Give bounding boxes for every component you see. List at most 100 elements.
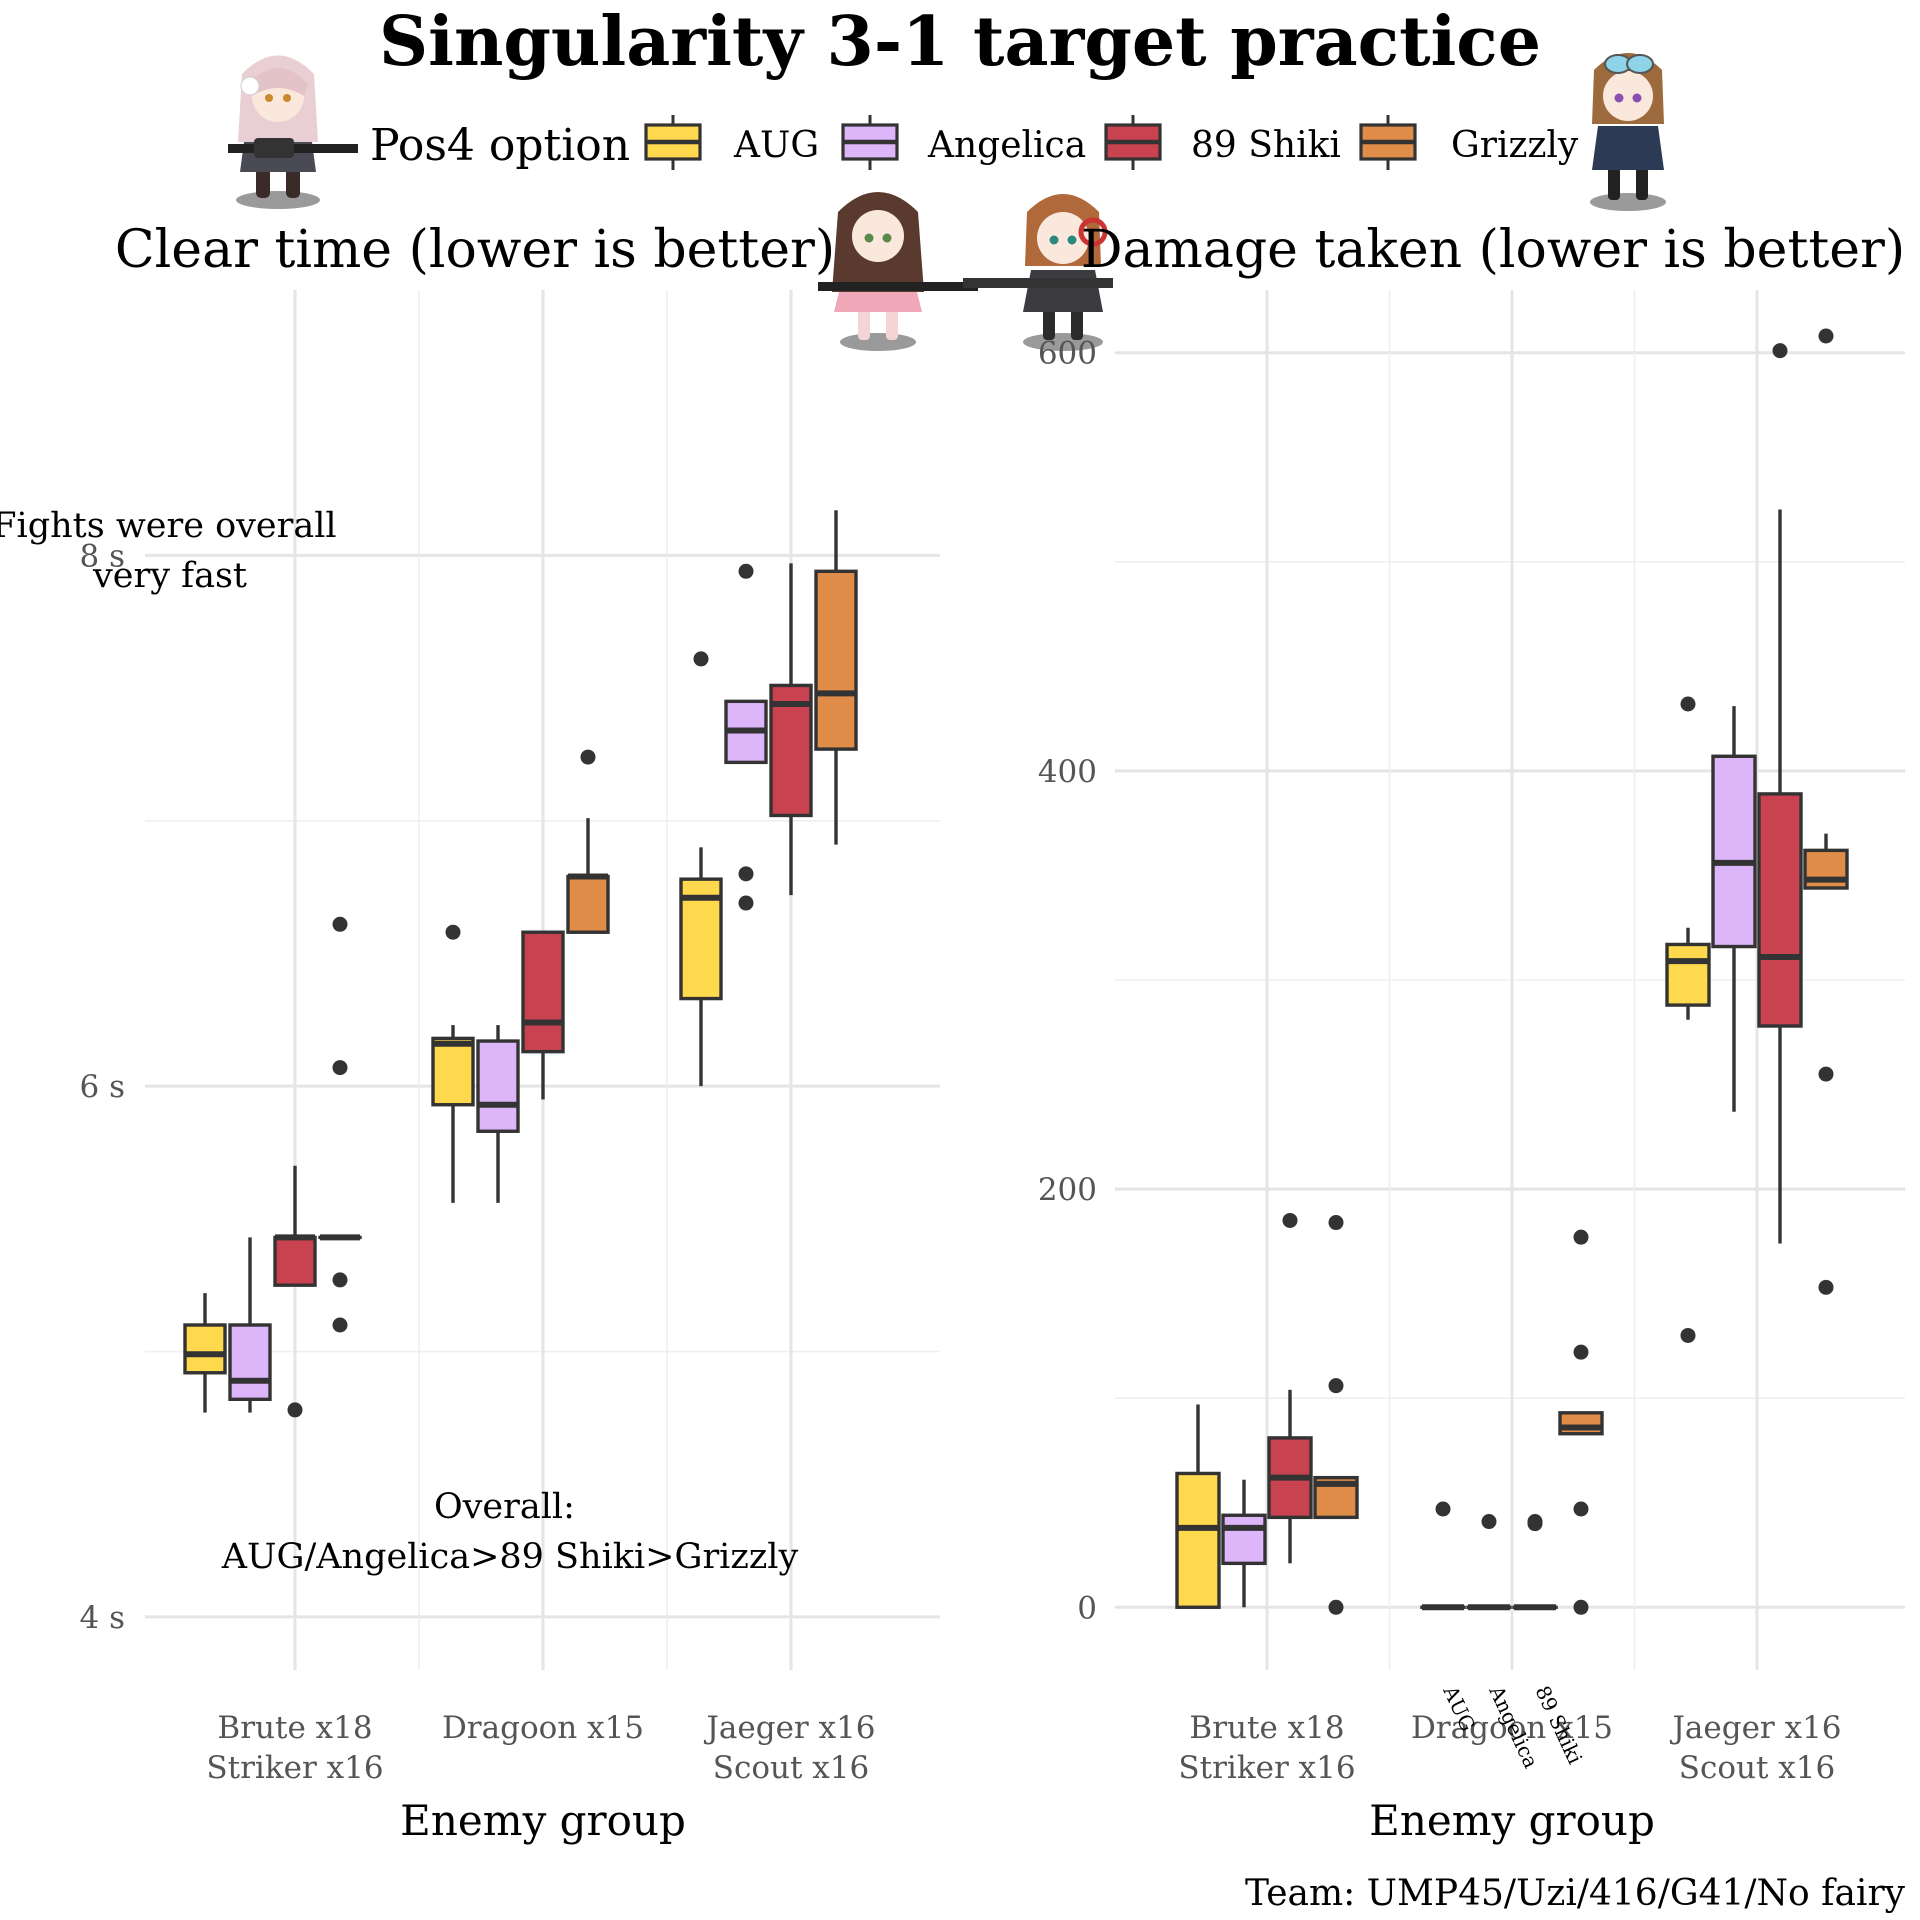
box-iqr [1175, 1471, 1221, 1609]
x-tick-label: Dragoon x15 [1411, 1710, 1613, 1746]
legend-item-aug: AUG [644, 115, 819, 170]
box-iqr [1221, 1513, 1267, 1566]
outlier-point [738, 563, 754, 579]
outlier-point [1328, 1599, 1344, 1615]
box-grizzly [1313, 1215, 1359, 1615]
legend-label: Grizzly [1451, 125, 1579, 166]
outlier-point [1282, 1212, 1298, 1228]
box-89-shiki [273, 1165, 317, 1418]
box-iqr [273, 1235, 317, 1287]
outlier-point [1328, 1378, 1344, 1394]
box-iqr [228, 1323, 272, 1402]
box-89-shiki [1267, 1212, 1313, 1564]
box-89-shiki [769, 563, 813, 896]
box-iqr [769, 683, 813, 818]
outlier-point [332, 916, 348, 932]
x-tick-label: Jaeger x16 Scout x16 [703, 1710, 875, 1786]
chibi-character-pink-hair-icon [227, 55, 359, 210]
box-angelica [1466, 1514, 1512, 1611]
annotation-overall-ranking: Overall: AUG/Angelica>89 Shiki>Grizzly [221, 1487, 799, 1577]
box-angelica [1221, 1479, 1267, 1608]
legend-label: Angelica [927, 125, 1086, 166]
outlier-point [1818, 328, 1834, 344]
y-tick-label: 4 s [80, 1600, 126, 1636]
outlier-point [1328, 1215, 1344, 1231]
x-axis-title: Enemy group [400, 1796, 686, 1845]
x-tick-label: Dragoon x15 [442, 1710, 644, 1746]
box-aug [183, 1293, 227, 1413]
legend-item-89-shiki: 89 Shiki [1104, 115, 1341, 170]
box-iqr [521, 930, 565, 1054]
x-axis-title: Enemy group [1369, 1796, 1655, 1845]
box-iqr [1665, 942, 1711, 1007]
box-angelica [476, 1025, 520, 1203]
panel-clear-time: 4 s 6 s 8 s Brute x18 Striker x16 Dragoon x15… [80, 220, 940, 1845]
outlier-point [445, 924, 461, 940]
box-angelica [1711, 706, 1757, 1112]
legend-item-angelica: Angelica [841, 115, 1086, 170]
outlier-point [1680, 696, 1696, 712]
outlier-point [1818, 1279, 1834, 1295]
box-iqr [1711, 754, 1757, 949]
legend: Pos4 option AUG Angelica 89 Shiki Grizzly [370, 115, 1579, 171]
caption: Team: UMP45/Uzi/416/G41/No fairy [1245, 1873, 1906, 1914]
box-iqr [1757, 792, 1803, 1028]
box-iqr [183, 1323, 227, 1375]
outlier-point [1573, 1229, 1589, 1245]
outlier-point [1527, 1516, 1543, 1532]
outlier-point [332, 1317, 348, 1333]
outlier-point [580, 749, 596, 765]
outlier-point [1573, 1344, 1589, 1360]
box-iqr [566, 874, 610, 934]
x-tick-label: Brute x18 Striker x16 [206, 1710, 383, 1786]
chibi-character-brown-hair-icon [818, 192, 978, 351]
outlier-point [738, 895, 754, 911]
box-aug [1665, 696, 1711, 1343]
legend-item-grizzly: Grizzly [1359, 115, 1579, 170]
y-tick-label: 600 [1038, 336, 1097, 372]
legend-label: AUG [733, 125, 819, 166]
y-tick-label: 200 [1038, 1172, 1097, 1208]
box-iqr [814, 569, 858, 751]
box-grizzly [318, 916, 362, 1333]
outlier-point [1481, 1514, 1497, 1530]
y-tick-label: 6 s [80, 1069, 126, 1105]
panel-title: Clear time (lower is better) [115, 220, 835, 280]
box-aug [679, 651, 723, 1087]
y-tick-label: 8 s [80, 538, 126, 574]
outlier-point [1573, 1501, 1589, 1517]
outlier-point [738, 866, 754, 882]
x-tick-label: Jaeger x16 Scout x16 [1669, 1710, 1841, 1786]
box-aug [1175, 1404, 1221, 1609]
y-tick-label: 0 [1077, 1590, 1097, 1626]
outlier-point [693, 651, 709, 667]
box-89-shiki [1512, 1514, 1558, 1611]
box-iqr [1558, 1411, 1604, 1436]
outlier-point [1680, 1327, 1696, 1343]
box-iqr [431, 1036, 475, 1107]
box-89-shiki [521, 930, 565, 1100]
panel-title: Damage taken (lower is better) [1081, 220, 1905, 280]
legend-label: 89 Shiki [1191, 125, 1341, 166]
annotation-fast-fights: Fights were overall very fast [0, 506, 348, 596]
outlier-point [332, 1060, 348, 1076]
legend-title: Pos4 option [370, 120, 630, 171]
box-grizzly [566, 749, 610, 934]
box-89-shiki [1757, 343, 1803, 1244]
panel-damage-taken: 0 200 400 600 Brute x18 Striker x16 Dragoon x1… [1038, 220, 1905, 1845]
box-angelica [228, 1237, 272, 1413]
box-angelica [724, 563, 768, 911]
outlier-point [1435, 1501, 1451, 1517]
box-aug [1420, 1501, 1466, 1611]
box-iqr [476, 1039, 520, 1133]
box-grizzly [1558, 1229, 1604, 1615]
box-grizzly [1803, 328, 1849, 1295]
outlier-point [332, 1272, 348, 1288]
outlier-point [1818, 1066, 1834, 1082]
chibi-character-goggles-icon [1589, 52, 1667, 212]
outlier-point [1573, 1599, 1589, 1615]
box-grizzly [814, 510, 858, 845]
x-tick-label: Brute x18 Striker x16 [1178, 1710, 1355, 1786]
outlier-point [287, 1402, 303, 1418]
